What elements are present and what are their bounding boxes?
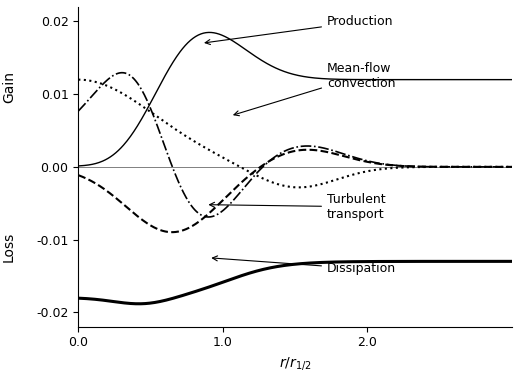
Text: Mean-flow
convection: Mean-flow convection	[234, 62, 395, 116]
Text: Turbulent
transport: Turbulent transport	[210, 193, 386, 221]
X-axis label: $r/r_{1/2}$: $r/r_{1/2}$	[279, 355, 311, 372]
Text: Production: Production	[205, 15, 393, 45]
Text: Loss: Loss	[2, 232, 16, 262]
Text: Dissipation: Dissipation	[212, 256, 396, 275]
Text: Gain: Gain	[2, 71, 16, 103]
